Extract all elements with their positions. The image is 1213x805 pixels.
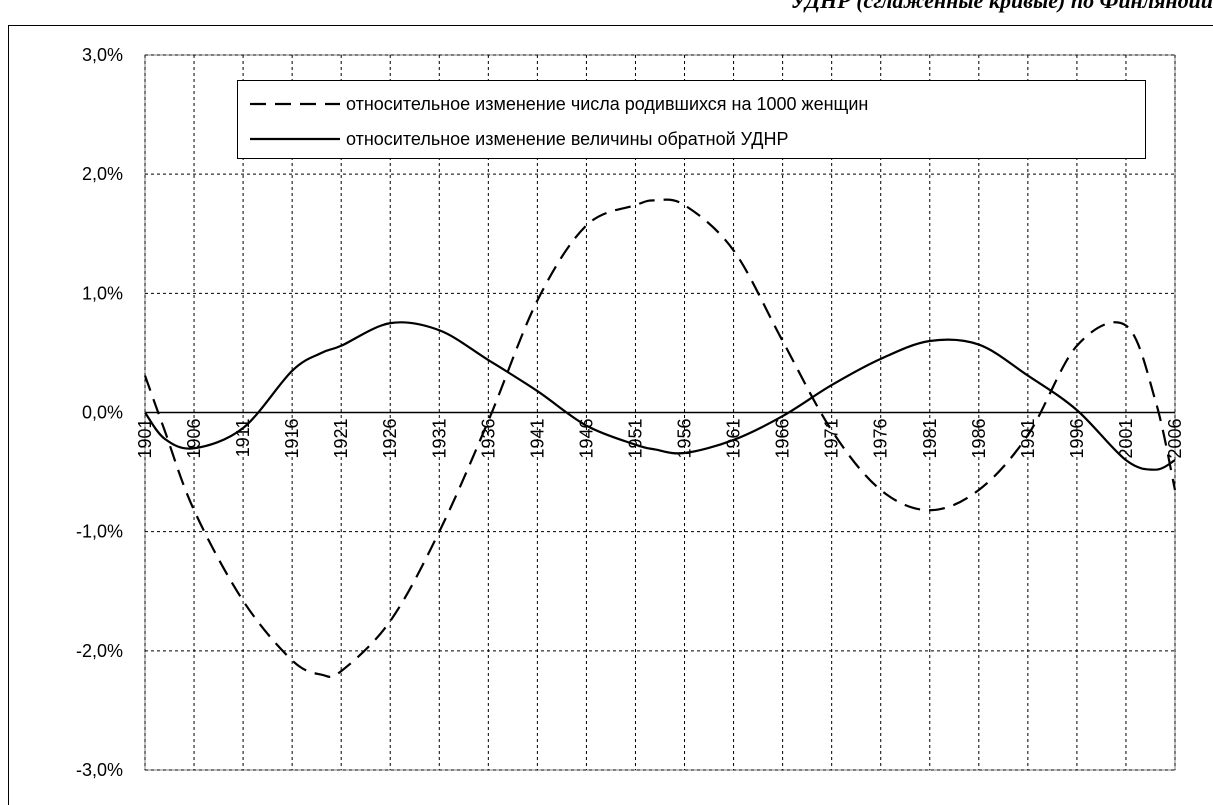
x-tick-label: 1991 — [1018, 419, 1038, 459]
y-tick-label: 3,0% — [82, 45, 123, 65]
x-tick-label: 1986 — [969, 419, 989, 459]
x-tick-label: 1956 — [675, 419, 695, 459]
x-tick-label: 2001 — [1116, 419, 1136, 459]
y-tick-label: -1,0% — [76, 522, 123, 542]
x-tick-label: 1981 — [920, 419, 940, 459]
x-tick-label: 1931 — [429, 419, 449, 459]
x-tick-label: 1916 — [282, 419, 302, 459]
y-tick-label: -2,0% — [76, 641, 123, 661]
series-line — [143, 198, 1177, 678]
x-tick-label: 1941 — [527, 419, 547, 459]
x-tick-label: 1971 — [822, 419, 842, 459]
chart-title: УДНР (сглаженные кривые) по Финляндии — [791, 0, 1213, 13]
x-tick-label: 2006 — [1165, 419, 1185, 459]
x-tick-label: 1996 — [1067, 419, 1087, 459]
series-line — [144, 321, 1176, 471]
x-tick-label: 1976 — [871, 419, 891, 459]
x-tick-label: 1961 — [724, 419, 744, 459]
x-tick-label: 1901 — [135, 419, 155, 459]
y-tick-label: 2,0% — [82, 164, 123, 184]
x-tick-label: 1966 — [773, 419, 793, 459]
legend-box — [237, 80, 1146, 159]
legend-label: относительное изменение величины обратно… — [346, 129, 788, 149]
x-tick-label: 1936 — [478, 419, 498, 459]
legend-label: относительное изменение числа родившихся… — [346, 94, 868, 114]
x-tick-label: 1906 — [184, 419, 204, 459]
y-tick-label: 1,0% — [82, 283, 123, 303]
x-tick-label: 1951 — [625, 419, 645, 459]
x-tick-label: 1911 — [233, 419, 253, 458]
x-tick-label: 1921 — [331, 419, 351, 459]
y-tick-label: -3,0% — [76, 760, 123, 780]
x-tick-label: 1926 — [380, 419, 400, 459]
y-tick-label: 0,0% — [82, 403, 123, 423]
